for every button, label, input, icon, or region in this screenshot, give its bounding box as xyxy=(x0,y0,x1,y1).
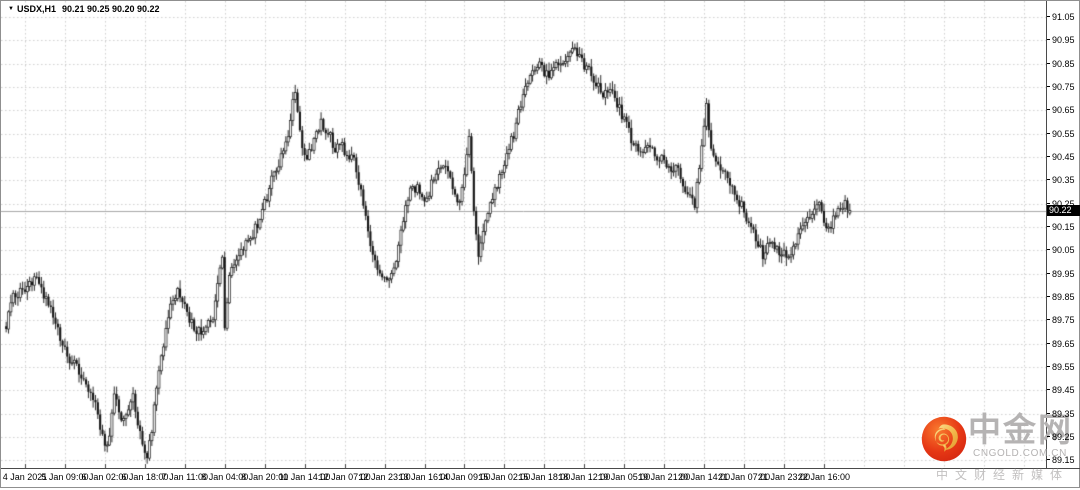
x-axis-label: 12 Jan 23:00 xyxy=(358,472,411,482)
x-axis-label: 12 Jan 07:00 xyxy=(318,472,371,482)
y-axis-label: 90.05 xyxy=(1047,245,1075,255)
y-axis-label: 91.05 xyxy=(1047,12,1075,22)
x-axis-label: 5 Jan 09:00 xyxy=(41,472,89,482)
current-price-tag: 90.22 xyxy=(1047,205,1080,217)
y-axis-label: 90.25 xyxy=(1047,199,1075,209)
cngold-logo-icon xyxy=(921,416,967,462)
chart-symbol-label: USDX,H1 xyxy=(16,4,56,14)
x-axis-label: 11 Jan 14:00 xyxy=(278,472,331,482)
y-axis-label: 89.75 xyxy=(1047,315,1075,325)
x-axis-label: 18 Jan 12:00 xyxy=(558,472,611,482)
y-axis-label: 89.85 xyxy=(1047,292,1075,302)
x-axis-label: 20 Jan 14:00 xyxy=(678,472,731,482)
time-axis[interactable]: 4 Jan 2021 5 Jan 09:00 6 Jan 02:00 6 Jan 18… xyxy=(1,468,1080,490)
y-axis-label: 90.35 xyxy=(1047,175,1075,185)
chart-title: ▼ USDX,H1 90.21 90.25 90.20 90.22 xyxy=(8,4,160,14)
watermark-tagline: 中文财经新媒体 xyxy=(935,468,1069,482)
x-axis-label: 7 Jan 11:00 xyxy=(161,472,208,482)
x-axis-label: 15 Jan 18:00 xyxy=(518,472,571,482)
chart-ohlc-quote: 90.21 90.25 90.20 90.22 xyxy=(61,4,160,14)
y-axis-label: 90.15 xyxy=(1047,222,1075,232)
y-axis-label: 89.35 xyxy=(1047,409,1075,419)
x-axis-label: 8 Jan 04:00 xyxy=(201,472,249,482)
y-axis-label: 90.65 xyxy=(1047,105,1075,115)
y-axis-label: 89.25 xyxy=(1047,432,1075,442)
x-axis-label: 21 Jan 07:00 xyxy=(718,472,771,482)
y-axis-label: 90.55 xyxy=(1047,129,1075,139)
watermark-domain: CNGOLD.COM.CN xyxy=(973,448,1067,459)
y-axis-label: 90.95 xyxy=(1047,35,1075,45)
y-axis-label: 89.95 xyxy=(1047,269,1075,279)
watermark-site-name: 中金网 xyxy=(968,411,1073,448)
x-axis-label: 13 Jan 16:00 xyxy=(398,472,451,482)
x-axis-label: 8 Jan 20:00 xyxy=(241,472,289,482)
y-axis-label: 90.85 xyxy=(1047,59,1075,69)
candlestick-chart-canvas[interactable] xyxy=(1,1,1046,468)
x-axis-label: 19 Jan 21:00 xyxy=(638,472,691,482)
x-axis-label: 6 Jan 02:00 xyxy=(81,472,129,482)
x-axis-label: 6 Jan 18:00 xyxy=(121,472,169,482)
y-axis-label: 90.45 xyxy=(1047,152,1075,162)
x-axis-label: 4 Jan 2021 xyxy=(2,472,48,482)
price-axis[interactable]: 91.05 90.95 90.85 90.75 90.65 90.55 90.45 90.35… xyxy=(1046,1,1080,468)
x-axis-label: 22 Jan 16:00 xyxy=(797,472,851,482)
y-axis-label: 89.65 xyxy=(1047,339,1075,349)
x-axis-label: 19 Jan 05:00 xyxy=(598,472,651,482)
y-axis-label: 89.45 xyxy=(1047,385,1075,395)
y-axis-label: 89.55 xyxy=(1047,362,1075,372)
symbol-dropdown-icon[interactable]: ▼ xyxy=(8,6,14,12)
cngold-watermark: 中金网 CNGOLD.COM.CN 中文财经新媒体 xyxy=(901,404,1080,486)
y-axis-label: 90.75 xyxy=(1047,82,1075,92)
x-axis-label: 21 Jan 23:00 xyxy=(758,472,811,482)
y-axis-label: 89.15 xyxy=(1047,455,1075,465)
x-axis-label: 14 Jan 09:00 xyxy=(438,472,491,482)
x-axis-label: 15 Jan 02:00 xyxy=(478,472,531,482)
